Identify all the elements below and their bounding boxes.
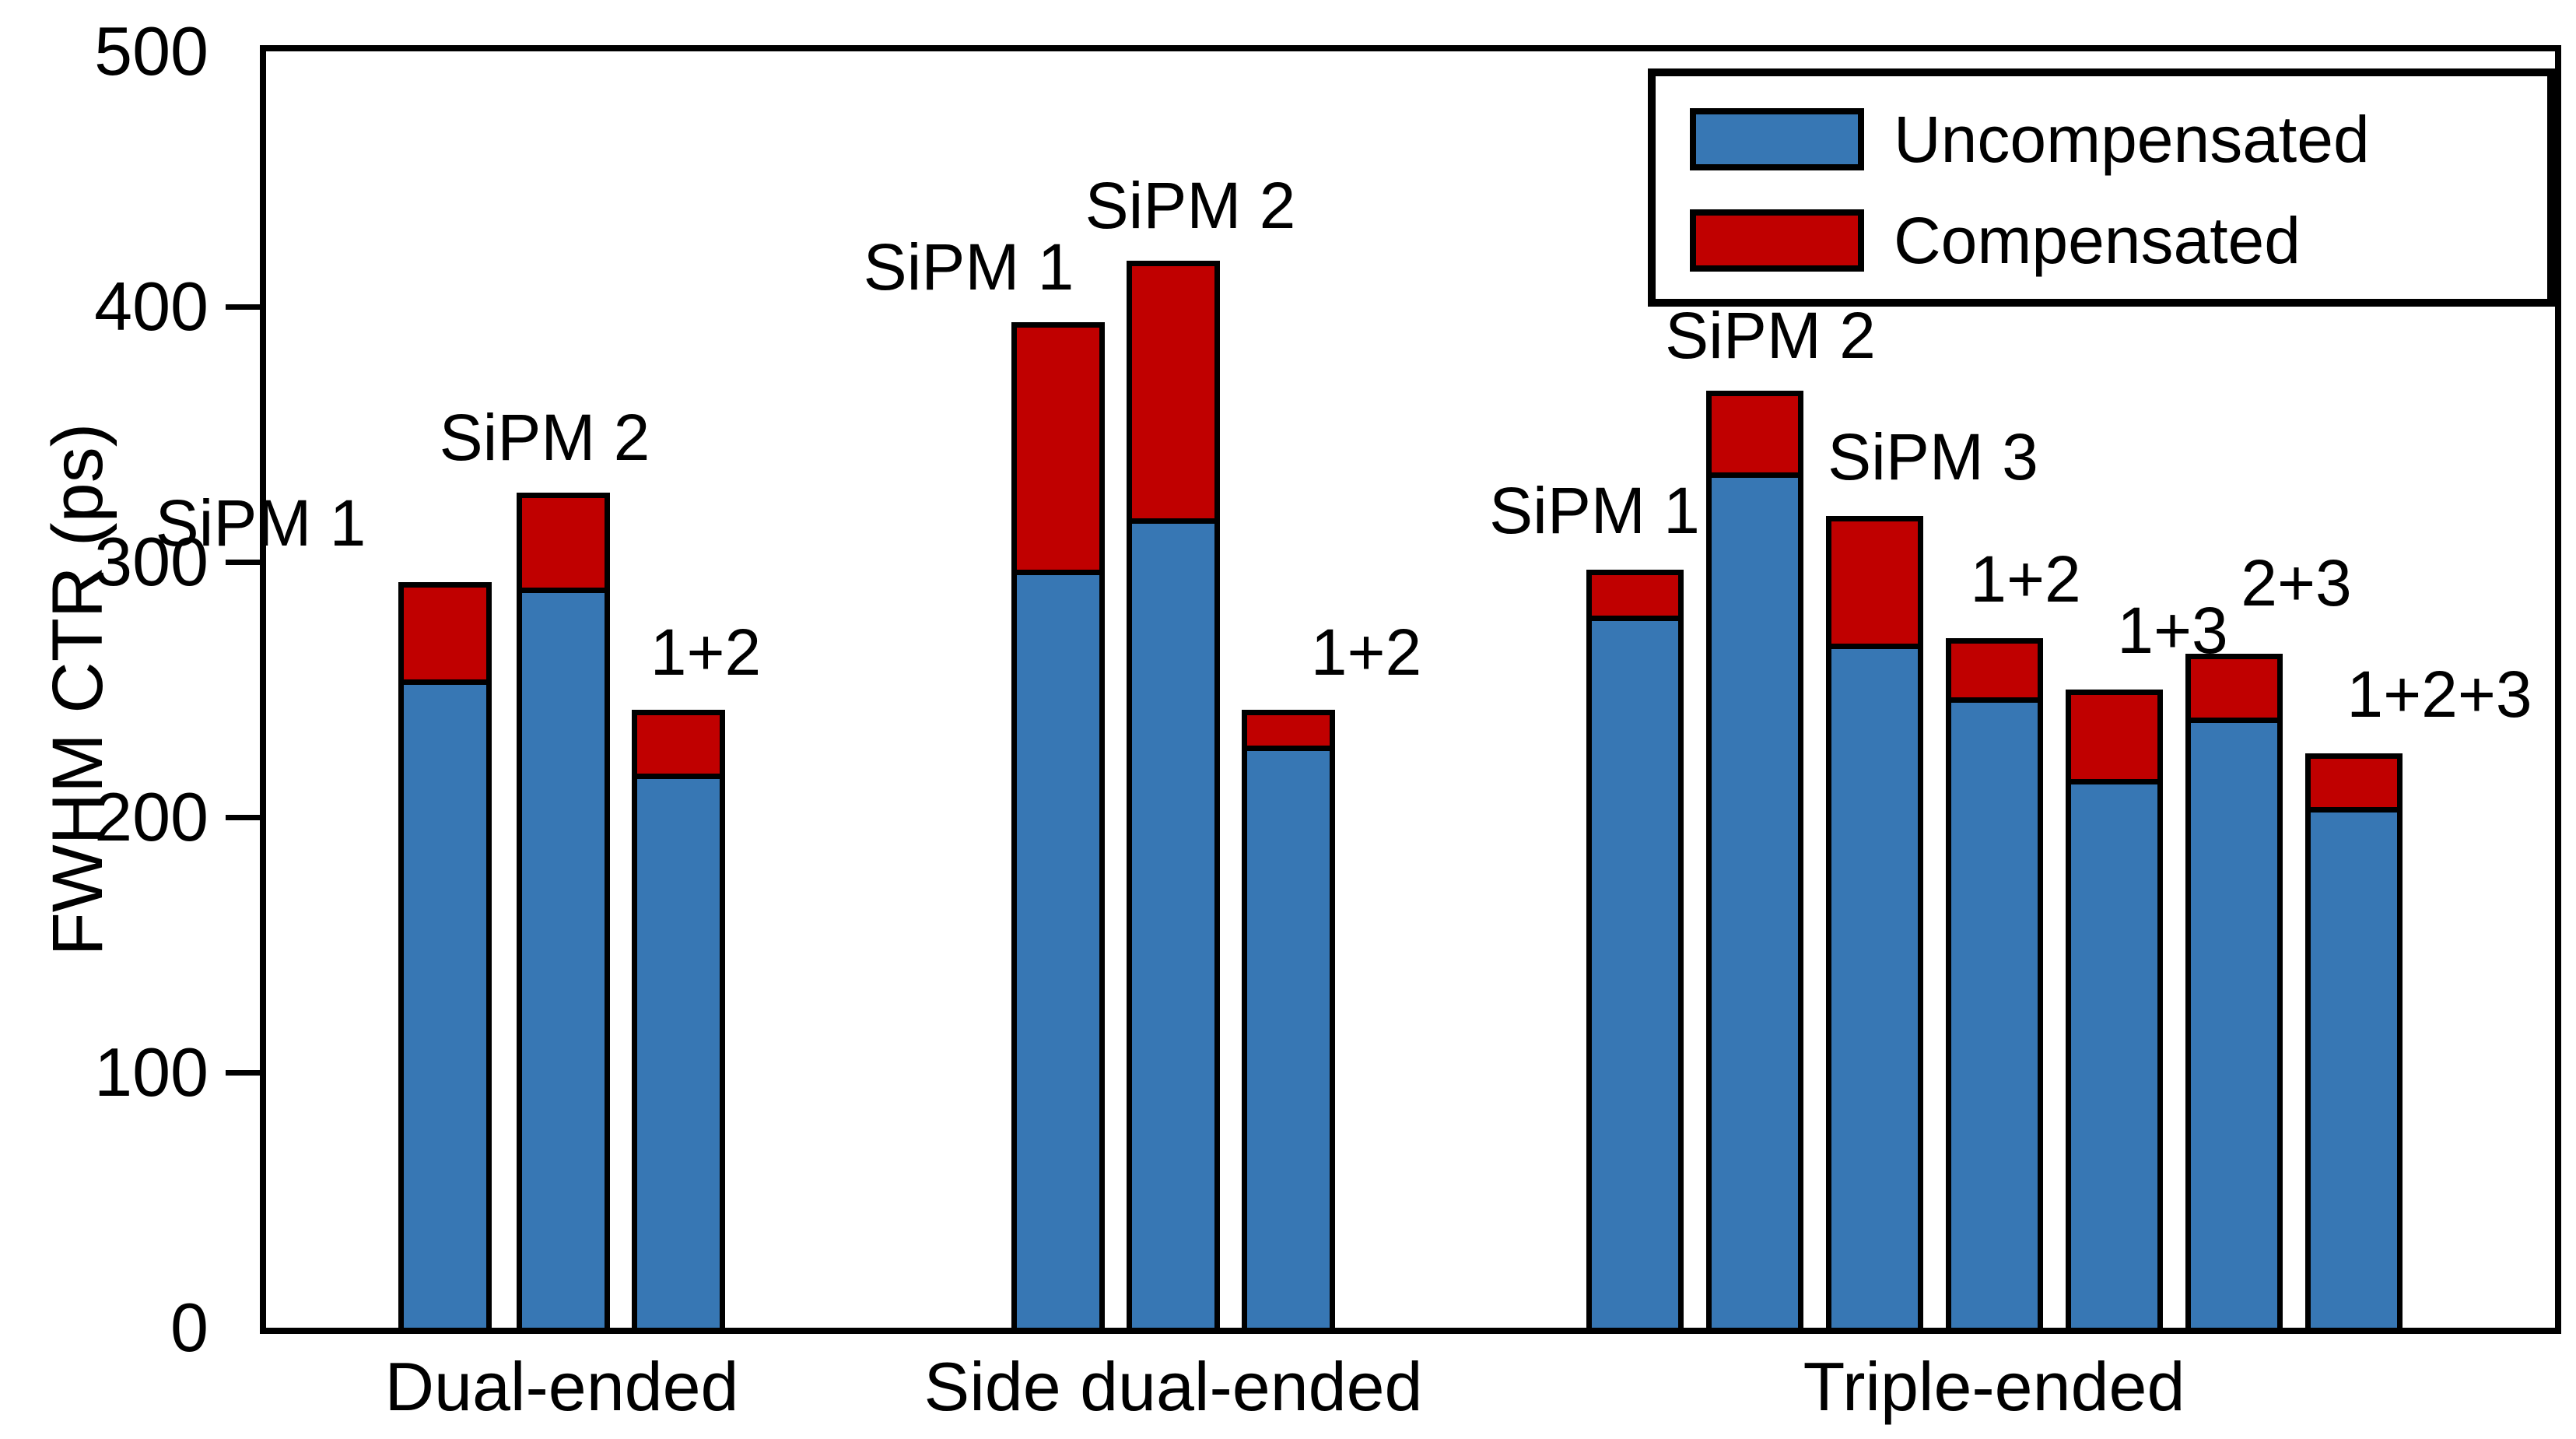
stacked-bar-triple-ended-2+3: [2185, 654, 2283, 1328]
group-label-side-dual-ended: Side dual-ended: [924, 1348, 1423, 1425]
y-axis-tick-mark: [226, 304, 260, 310]
group-label-triple-ended: Triple-ended: [1803, 1348, 2185, 1425]
bar-label-sipm-1: SiPM 1: [1489, 474, 1700, 547]
bar-label-sipm-1: SiPM 1: [863, 230, 1074, 304]
legend-label-compensated: Compensated: [1894, 204, 2301, 277]
bar-label-1+3: 1+3: [2117, 594, 2228, 667]
y-axis-tick-mark: [226, 1070, 260, 1076]
bars-layer: [266, 51, 2555, 1328]
y-axis-tick-label: 100: [94, 1034, 209, 1111]
stacked-bar-dual-ended-sipm-1: [398, 582, 492, 1328]
bar-label-sipm-2: SiPM 2: [439, 401, 650, 474]
group-label-dual-ended: Dual-ended: [384, 1348, 739, 1425]
legend-swatch-compensated: [1690, 209, 1864, 272]
bar-label-1+2+3: 1+2+3: [2346, 658, 2532, 731]
stacked-bar-triple-ended-sipm-2: [1706, 391, 1803, 1328]
stacked-bar-triple-ended-sipm-1: [1586, 570, 1684, 1328]
legend-row-compensated: Compensated: [1690, 207, 2301, 274]
bar-label-sipm-2: SiPM 2: [1085, 169, 1296, 242]
bar-uncompensated-segment: [1712, 472, 1798, 1328]
bar-label-sipm-2: SiPM 2: [1665, 299, 1876, 372]
y-axis-tick-label: 0: [170, 1289, 209, 1366]
stacked-bar-side-dual-ended-1+2: [1242, 710, 1335, 1328]
bar-label-2+3: 2+3: [2241, 546, 2352, 619]
y-axis-tick-label: 200: [94, 778, 209, 855]
bar-uncompensated-segment: [2071, 779, 2157, 1328]
legend-label-uncompensated: Uncompensated: [1894, 103, 2370, 176]
bar-uncompensated-segment: [404, 679, 486, 1328]
y-axis-tick-mark: [226, 815, 260, 820]
bar-label-1+2: 1+2: [1310, 616, 1422, 689]
bar-uncompensated-segment: [1592, 616, 1678, 1328]
stacked-bar-triple-ended-1+2: [1946, 638, 2043, 1328]
bar-uncompensated-segment: [637, 774, 720, 1328]
stacked-bar-side-dual-ended-sipm-1: [1011, 322, 1105, 1328]
y-axis-tick-label: 300: [94, 523, 209, 600]
y-axis-tick-mark: [226, 560, 260, 565]
bar-uncompensated-segment: [2311, 807, 2397, 1328]
legend-row-uncompensated: Uncompensated: [1690, 106, 2370, 173]
stacked-bar-triple-ended-1+2+3: [2305, 753, 2403, 1328]
bar-label-1+2: 1+2: [650, 616, 762, 689]
stacked-bar-triple-ended-1+3: [2066, 690, 2163, 1328]
bar-uncompensated-segment: [1132, 518, 1214, 1328]
stacked-bar-dual-ended-1+2: [632, 710, 725, 1328]
bar-label-sipm-3: SiPM 3: [1828, 420, 2038, 493]
bar-uncompensated-segment: [1247, 746, 1330, 1328]
bar-uncompensated-segment: [1951, 697, 2038, 1328]
bar-label-sipm-1: SiPM 1: [155, 486, 366, 560]
bar-uncompensated-segment: [522, 588, 605, 1328]
bar-uncompensated-segment: [2191, 718, 2277, 1328]
legend-swatch-uncompensated: [1690, 108, 1864, 170]
y-axis-tick-label: 500: [94, 12, 209, 89]
y-axis-tick-label: 400: [94, 268, 209, 345]
bar-uncompensated-segment: [1831, 644, 1918, 1328]
bar-label-1+2: 1+2: [1970, 542, 2081, 616]
y-axis-title: FWHM CTR (ps): [38, 423, 117, 956]
legend-box: Uncompensated Compensated: [1648, 68, 2555, 307]
stacked-bar-dual-ended-sipm-2: [517, 493, 610, 1328]
stacked-bar-triple-ended-sipm-3: [1826, 516, 1923, 1328]
stacked-bar-side-dual-ended-sipm-2: [1127, 261, 1220, 1328]
bar-uncompensated-segment: [1017, 570, 1099, 1328]
